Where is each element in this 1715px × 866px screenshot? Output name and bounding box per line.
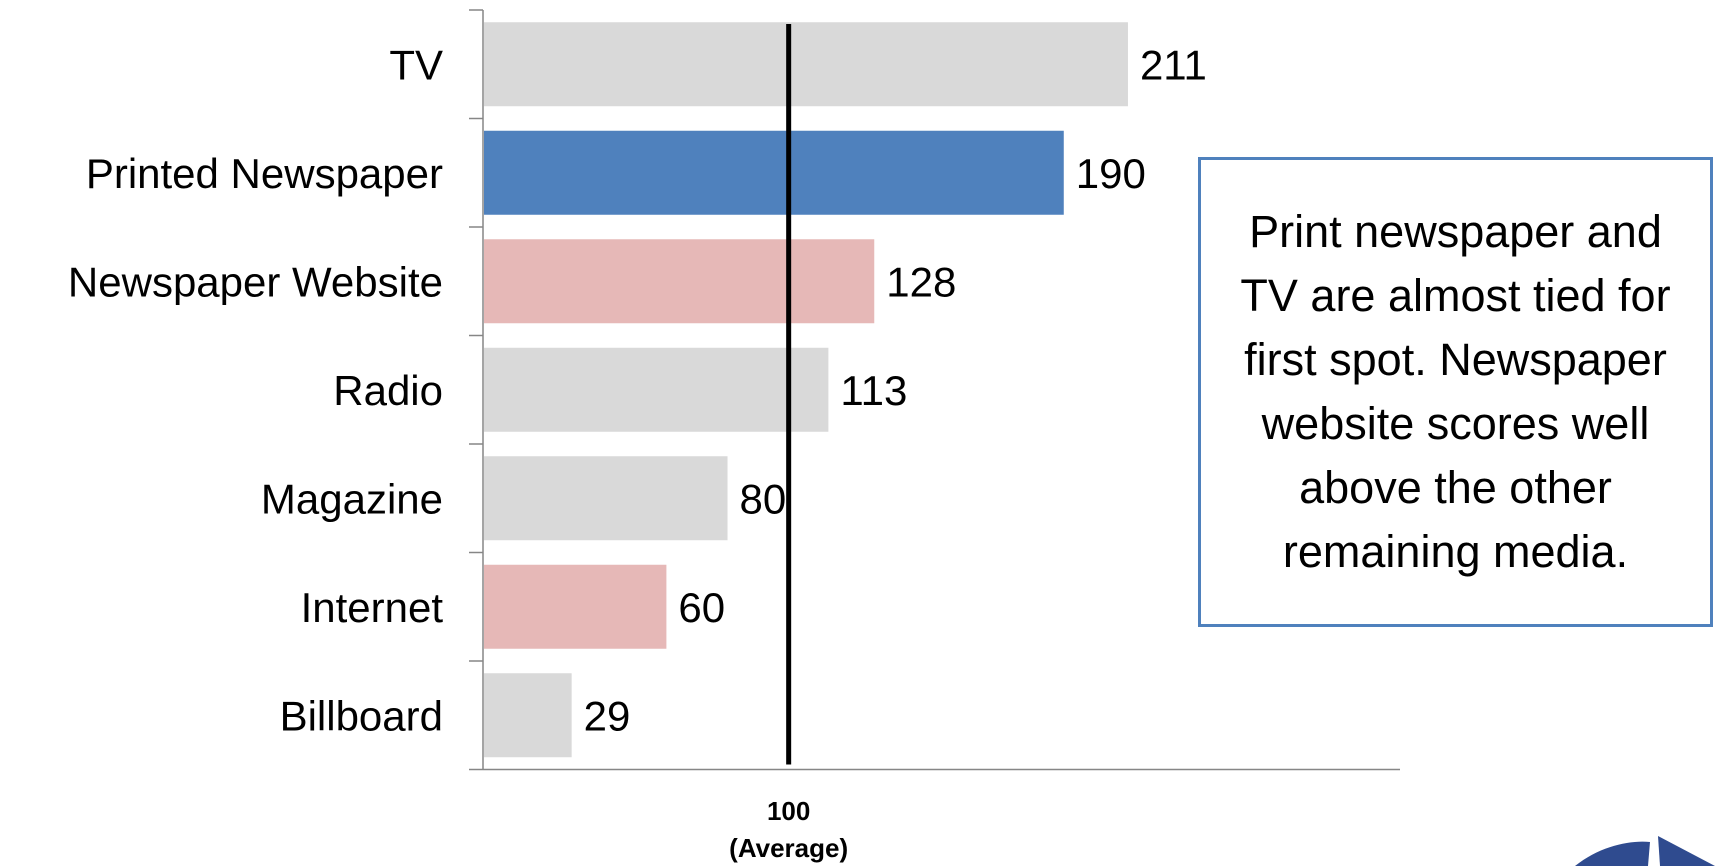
bar-printed-newspaper [484, 130, 1064, 215]
reference-value-label: 100 [767, 796, 810, 826]
bars-layer [484, 22, 1128, 758]
logo-shape-right [1658, 836, 1715, 866]
bar-internet [484, 564, 667, 649]
axis-layer [469, 9, 1400, 771]
value-label: 211 [1140, 41, 1207, 88]
labels-layer: TV 211 Printed Newspaper 190 Newspaper Websi… [68, 41, 1207, 739]
category-label: Billboard [280, 692, 443, 739]
reference-note-label: (Average) [729, 833, 848, 863]
value-label: 113 [840, 367, 907, 414]
value-label: 29 [584, 692, 631, 739]
logo-mark-icon [1575, 836, 1715, 866]
category-label: TV [389, 41, 443, 88]
bar-newspaper-website [484, 239, 875, 324]
value-label: 128 [886, 258, 956, 305]
category-label: Magazine [261, 475, 443, 522]
bar-billboard [484, 673, 572, 758]
bar-tv [484, 22, 1128, 107]
annotation-callout: Print newspaper and TV are almost tied f… [1198, 157, 1713, 627]
category-label: Radio [333, 367, 443, 414]
value-label: 60 [678, 584, 725, 631]
bar-radio [484, 347, 829, 432]
category-label: Printed Newspaper [86, 150, 443, 197]
value-label: 80 [740, 475, 787, 522]
category-label: Newspaper Website [68, 258, 443, 305]
reference-line-layer: 100 (Average) [729, 24, 848, 863]
value-label: 190 [1076, 150, 1146, 197]
callout-text: Print newspaper and TV are almost tied f… [1240, 206, 1671, 577]
bar-magazine [484, 456, 728, 541]
logo-shape-left [1575, 841, 1650, 866]
category-label: Internet [301, 584, 444, 631]
